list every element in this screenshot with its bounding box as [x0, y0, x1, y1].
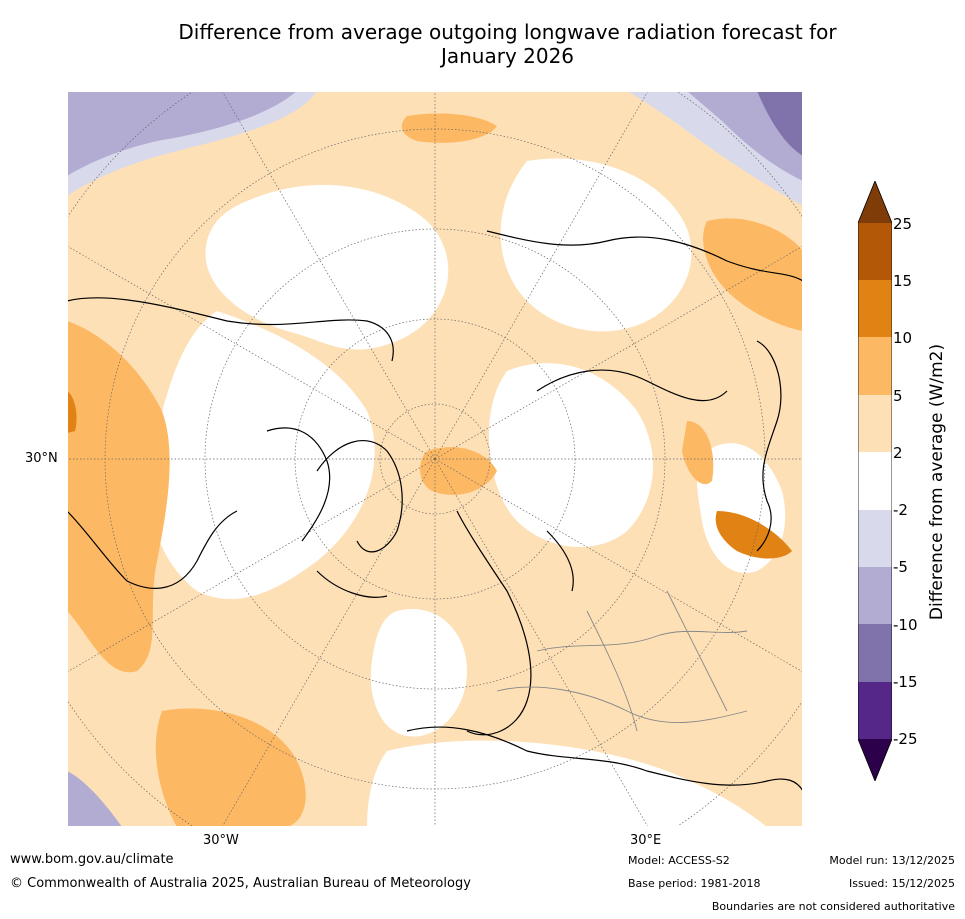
colorbar-under-triangle — [858, 739, 892, 781]
colorbar-tick-15: 15 — [893, 272, 913, 290]
neutral-africa — [367, 740, 767, 827]
neutral-siberia-central — [488, 363, 654, 548]
model-text: Model: ACCESS-S2 — [628, 854, 730, 867]
colorbar-band-neutral — [858, 452, 892, 510]
colorbar-over-triangle — [858, 181, 892, 223]
chart-title: Difference from average outgoing longwav… — [100, 20, 915, 68]
colorbar — [858, 181, 892, 781]
lat-label-30n: 30°N — [25, 451, 58, 466]
colorbar-tick-m5: -5 — [893, 558, 908, 576]
neutral-atlantic — [370, 609, 467, 737]
lon-label-30w: 30°W — [203, 833, 239, 848]
neutral-siberia-north — [500, 158, 692, 332]
colorbar-tick-m10: -10 — [893, 616, 918, 634]
anomaly-east-asia — [682, 421, 714, 485]
colorbar-tick-2: 2 — [893, 444, 903, 462]
copyright-text: © Commonwealth of Australia 2025, Austra… — [10, 876, 471, 891]
colorbar-band-10-15 — [858, 280, 892, 337]
title-line-2: January 2026 — [440, 44, 575, 68]
polar-map — [67, 91, 803, 827]
anomaly-pacific-south — [155, 708, 306, 827]
model-run-text: Model run: 13/12/2025 — [829, 854, 955, 867]
colorbar-band-5-10 — [858, 337, 892, 395]
anomaly-neg-ne-strongest — [757, 91, 803, 156]
colorbar-tick-m25: -25 — [893, 730, 918, 748]
neutral-north-america — [149, 311, 375, 600]
lon-label-30e: 30°E — [630, 833, 662, 848]
issued-text: Issued: 15/12/2025 — [848, 877, 955, 890]
colorbar-band-m10-m15 — [858, 624, 892, 682]
colorbar-tick-10: 10 — [893, 329, 913, 347]
anomaly-pacific-edge — [67, 391, 77, 433]
anomaly-japan — [715, 511, 792, 559]
colorbar-band-2-5 — [858, 395, 892, 452]
anomaly-neg-sw — [67, 771, 122, 827]
colorbar-band-m15-m25 — [858, 682, 892, 739]
base-period-text: Base period: 1981-2018 — [628, 877, 761, 890]
colorbar-band-15-25 — [858, 223, 892, 280]
anomaly-arctic-pacific — [401, 113, 497, 143]
website-link[interactable]: www.bom.gov.au/climate — [10, 852, 174, 867]
colorbar-band-m2-m5 — [858, 510, 892, 567]
anomaly-neg-nw-strong — [67, 91, 297, 176]
colorbar-tick-m15: -15 — [893, 673, 918, 691]
colorbar-tick-m2: -2 — [893, 501, 908, 519]
colorbar-band-m5-m10 — [858, 567, 892, 624]
colorbar-tick-25: 25 — [893, 215, 913, 233]
disclaimer-text: Boundaries are not considered authoritat… — [711, 900, 955, 913]
title-line-1: Difference from average outgoing longwav… — [178, 20, 837, 44]
country-boundaries — [496, 590, 748, 732]
anomaly-pacific-east — [67, 321, 170, 673]
coastlines — [67, 230, 803, 792]
neutral-greenland-area — [205, 184, 449, 350]
colorbar-tick-5: 5 — [893, 387, 903, 405]
colorbar-title: Difference from average (W/m2) — [927, 343, 947, 621]
